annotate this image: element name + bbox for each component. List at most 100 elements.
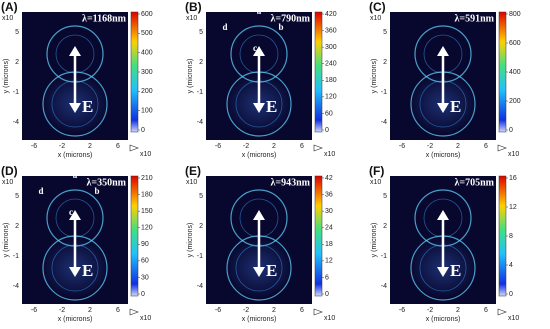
colorbar-tick-label: 30 <box>141 274 149 281</box>
scale-x: x10 <box>324 315 335 322</box>
colorbar-tick-label: 500 <box>141 30 153 37</box>
colorbar-tick-label: 0 <box>141 127 145 134</box>
arrow-head <box>253 46 265 56</box>
arrow-head <box>69 210 81 220</box>
y-tick-label: -1 <box>13 253 19 260</box>
x-tick-label: 2 <box>456 143 460 150</box>
colorbar <box>130 175 139 297</box>
x-tick-label: -6 <box>399 307 405 314</box>
x-axis-label: x (microns) <box>242 152 277 159</box>
point-label: a <box>257 6 262 16</box>
arrow-head <box>437 46 449 56</box>
colorbar-tick-label: 600 <box>141 11 153 18</box>
y-axis-label: y (microns) <box>371 223 378 258</box>
wavelength: λ=790nm <box>270 13 310 24</box>
colorbar-tick-label: 90 <box>141 241 149 248</box>
colorbar-tick-label: 24 <box>325 225 333 232</box>
x-tick-label: 6 <box>300 143 304 150</box>
colorbar-tick-label: 6 <box>325 274 329 281</box>
colorbar-tick-label: 400 <box>509 69 521 76</box>
colorbar-tick-label: 12 <box>509 204 517 211</box>
colorbar-tick-label: 360 <box>325 27 337 34</box>
y-tick-label: -1 <box>381 253 387 260</box>
x-tick-label: -2 <box>59 143 65 150</box>
point-label: b <box>94 186 99 196</box>
x-tick-label: -6 <box>31 307 37 314</box>
x-axis-label: x (microns) <box>426 316 461 323</box>
x-axis-label: x (microns) <box>426 152 461 159</box>
panel-label: (E) <box>185 164 201 178</box>
x-tick-label: -6 <box>31 143 37 150</box>
colorbar-tick-label: 150 <box>141 208 153 215</box>
wavelength: λ=943nm <box>270 177 310 188</box>
x-axis-label: x (microns) <box>242 316 277 323</box>
x-tick-label: -2 <box>59 307 65 314</box>
colorbar <box>130 11 139 133</box>
y-tick-label: -1 <box>381 89 387 96</box>
y-tick-label: -4 <box>381 119 387 126</box>
y-tick-label: 5 <box>383 193 387 200</box>
colorbar-tick-label: 800 <box>509 11 521 18</box>
panel-label: (F) <box>369 164 384 178</box>
wavelength: λ=1168nm <box>82 13 127 24</box>
y-axis-label: y (microns) <box>187 223 194 258</box>
x-tick-label: 2 <box>88 307 92 314</box>
x-tick-label: -6 <box>215 307 221 314</box>
x-tick-label: -2 <box>427 307 433 314</box>
y-tick-label: -4 <box>13 283 19 290</box>
colorbar-tick-label: 0 <box>509 291 513 298</box>
y-tick-label: 5 <box>199 193 203 200</box>
point-label: b <box>278 22 283 32</box>
x-tick-label: -2 <box>243 307 249 314</box>
point-label: d <box>38 186 43 196</box>
colorbar-tick-label: 600 <box>509 40 521 47</box>
scale-x: x10 <box>140 151 151 158</box>
colorbar-tick-label: 210 <box>141 175 153 182</box>
colorbar-tick-label: 120 <box>325 94 337 101</box>
colorbar-tick-label: 300 <box>325 44 337 51</box>
y-tick-label: 2 <box>15 59 19 66</box>
scale-y: x10 <box>370 179 381 186</box>
colorbar <box>498 11 507 133</box>
x-tick-label: 2 <box>456 307 460 314</box>
colorbar-tick-label: 120 <box>141 225 153 232</box>
colorbar-tick-label: 200 <box>509 98 521 105</box>
y-tick-label: 5 <box>15 193 19 200</box>
arrow-head <box>437 103 449 113</box>
field-label: E <box>266 97 277 116</box>
x-tick-label: 6 <box>484 307 488 314</box>
scale-y: x10 <box>186 15 197 22</box>
y-tick-label: 5 <box>15 29 19 36</box>
arrow-head <box>437 210 449 220</box>
x-tick-label: 6 <box>116 143 120 150</box>
x-tick-label: 6 <box>116 307 120 314</box>
x-tick-label: 6 <box>300 307 304 314</box>
colorbar-tick-label: 60 <box>141 258 149 265</box>
colorbar-tick-label: 8 <box>509 233 513 240</box>
colorbar-tick-label: 60 <box>325 110 333 117</box>
colorbar-tick-label: 420 <box>325 11 337 18</box>
y-tick-label: 5 <box>199 29 203 36</box>
scale-x: x10 <box>140 315 151 322</box>
axis-arrow <box>129 144 139 152</box>
y-tick-label: 2 <box>383 59 387 66</box>
arrow-head <box>69 267 81 277</box>
y-axis-label: y (microns) <box>3 59 10 94</box>
y-tick-label: 2 <box>383 223 387 230</box>
colorbar-tick-label: 4 <box>509 262 513 269</box>
scale-x: x10 <box>508 315 519 322</box>
y-tick-label: 2 <box>199 59 203 66</box>
colorbar-tick-label: 200 <box>141 88 153 95</box>
scale-x: x10 <box>324 151 335 158</box>
wavelength: λ=591nm <box>454 13 494 24</box>
x-tick-label: -2 <box>243 143 249 150</box>
panel-label: (C) <box>369 0 386 14</box>
y-tick-label: -4 <box>381 283 387 290</box>
colorbar-tick-label: 16 <box>509 175 517 182</box>
colorbar <box>314 11 323 133</box>
colorbar-tick-label: 300 <box>141 69 153 76</box>
y-axis-label: y (microns) <box>187 59 194 94</box>
x-tick-label: 6 <box>484 143 488 150</box>
